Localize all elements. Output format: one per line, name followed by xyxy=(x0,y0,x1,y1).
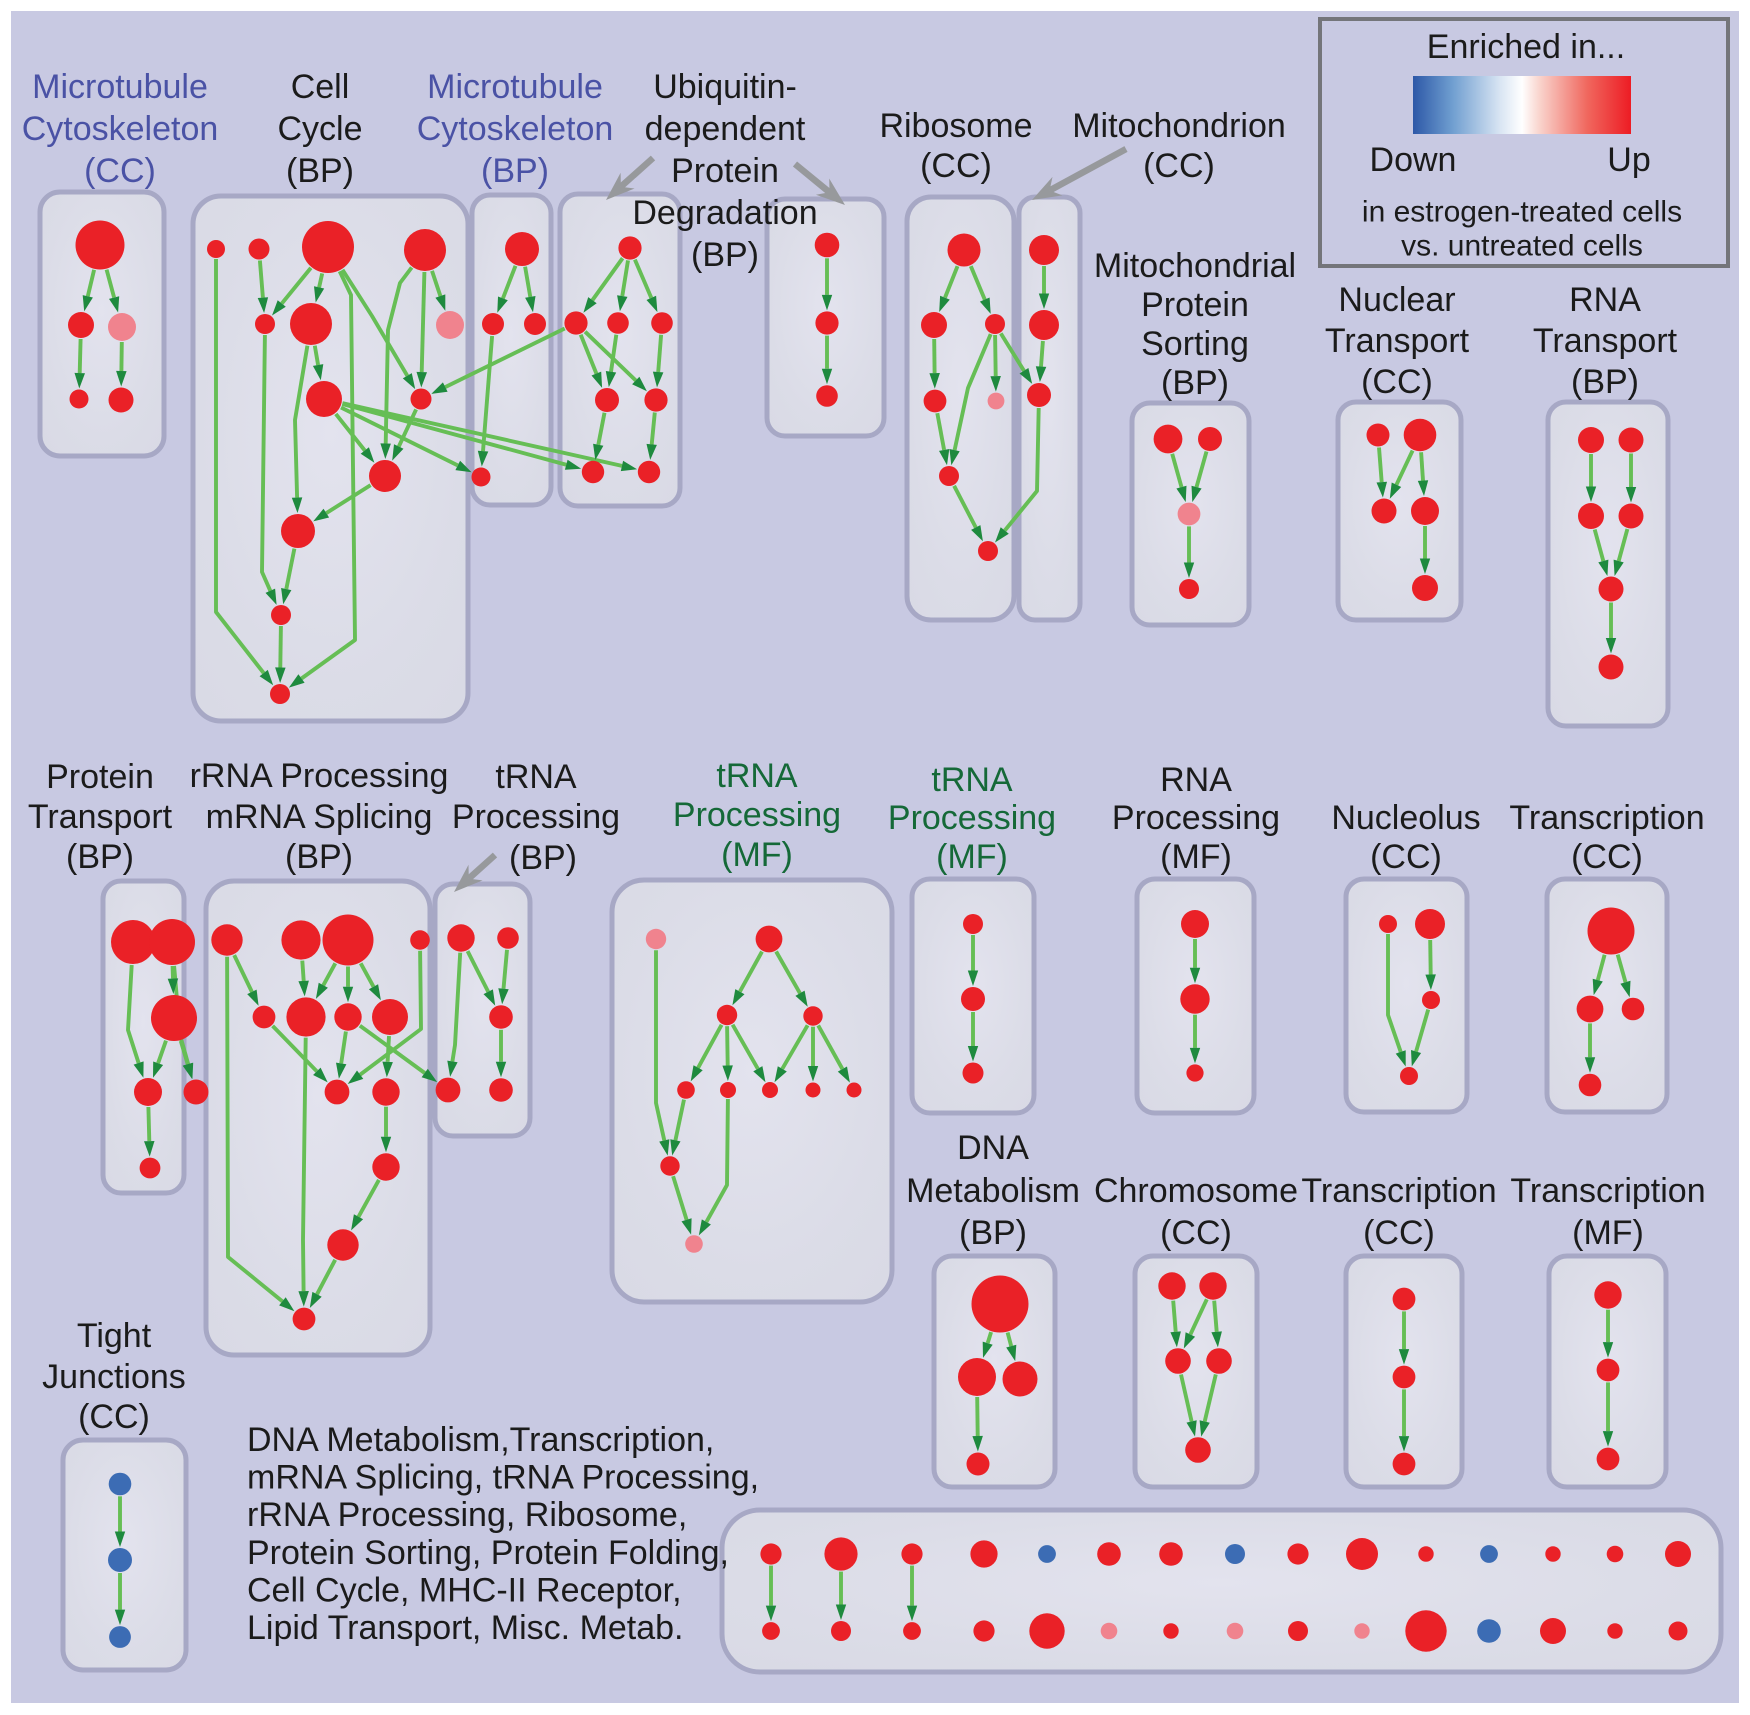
svg-text:tRNA: tRNA xyxy=(931,761,1013,799)
svg-text:(MF): (MF) xyxy=(936,838,1008,876)
svg-text:(BP): (BP) xyxy=(66,838,134,876)
svg-text:Tight: Tight xyxy=(77,1317,152,1355)
svg-text:in estrogen-treated cells: in estrogen-treated cells xyxy=(1362,196,1682,229)
svg-text:rRNA Processing, Ribosome,: rRNA Processing, Ribosome, xyxy=(247,1496,687,1534)
svg-text:(CC): (CC) xyxy=(1571,838,1643,876)
svg-text:(BP): (BP) xyxy=(1161,364,1229,402)
svg-text:(BP): (BP) xyxy=(959,1214,1027,1252)
svg-text:Metabolism: Metabolism xyxy=(906,1172,1080,1210)
svg-text:(BP): (BP) xyxy=(691,236,759,274)
svg-text:RNA: RNA xyxy=(1569,281,1641,319)
svg-text:(CC): (CC) xyxy=(1143,147,1215,185)
svg-text:Up: Up xyxy=(1607,141,1650,179)
svg-text:dependent: dependent xyxy=(645,110,806,148)
svg-text:(CC): (CC) xyxy=(1370,838,1442,876)
svg-text:Microtubule: Microtubule xyxy=(427,68,603,106)
svg-text:DNA: DNA xyxy=(957,1129,1029,1167)
svg-text:Cell Cycle, MHC-II Receptor,: Cell Cycle, MHC-II Receptor, xyxy=(247,1571,682,1609)
svg-text:(BP): (BP) xyxy=(285,838,353,876)
svg-text:Ribosome: Ribosome xyxy=(879,107,1032,145)
svg-text:(MF): (MF) xyxy=(1572,1214,1644,1252)
svg-text:(CC): (CC) xyxy=(1160,1214,1232,1252)
svg-text:Processing: Processing xyxy=(888,799,1056,837)
svg-text:Nuclear: Nuclear xyxy=(1338,281,1455,319)
svg-text:(CC): (CC) xyxy=(920,147,992,185)
svg-text:Protein Sorting, Protein Foldi: Protein Sorting, Protein Folding, xyxy=(247,1534,729,1572)
svg-text:Processing: Processing xyxy=(1112,799,1280,837)
svg-text:Transport: Transport xyxy=(28,798,173,836)
svg-text:tRNA: tRNA xyxy=(495,758,577,796)
svg-text:Degradation: Degradation xyxy=(632,194,817,232)
svg-text:Enriched in...: Enriched in... xyxy=(1427,28,1625,66)
svg-text:(CC): (CC) xyxy=(1361,363,1433,401)
svg-text:Junctions: Junctions xyxy=(42,1358,186,1396)
svg-text:Transcription: Transcription xyxy=(1509,799,1704,837)
svg-text:Ubiquitin-: Ubiquitin- xyxy=(653,68,797,106)
svg-text:Cell: Cell xyxy=(291,68,350,106)
svg-text:Nucleolus: Nucleolus xyxy=(1331,799,1480,837)
svg-text:Protein: Protein xyxy=(1141,286,1249,324)
svg-text:Lipid Transport, Misc. Metab.: Lipid Transport, Misc. Metab. xyxy=(247,1609,684,1647)
svg-text:Microtubule: Microtubule xyxy=(32,68,208,106)
svg-text:Down: Down xyxy=(1370,141,1457,179)
svg-text:Mitochondrion: Mitochondrion xyxy=(1072,107,1286,145)
svg-text:Chromosome: Chromosome xyxy=(1094,1172,1298,1210)
svg-text:RNA: RNA xyxy=(1160,761,1232,799)
svg-text:(BP): (BP) xyxy=(509,839,577,877)
svg-text:(CC): (CC) xyxy=(1363,1214,1435,1252)
svg-text:Transport: Transport xyxy=(1533,322,1678,360)
svg-text:Processing: Processing xyxy=(673,796,841,834)
svg-text:(BP): (BP) xyxy=(286,152,354,190)
svg-text:Processing: Processing xyxy=(452,798,620,836)
svg-text:Sorting: Sorting xyxy=(1141,325,1249,363)
svg-text:(CC): (CC) xyxy=(84,152,156,190)
svg-text:Protein: Protein xyxy=(46,758,154,796)
svg-text:Transport: Transport xyxy=(1325,322,1470,360)
svg-text:vs. untreated cells: vs. untreated cells xyxy=(1401,230,1643,263)
svg-text:(BP): (BP) xyxy=(481,152,549,190)
svg-text:Transcription: Transcription xyxy=(1510,1172,1705,1210)
svg-text:Cytoskeleton: Cytoskeleton xyxy=(22,110,219,148)
svg-text:mRNA Splicing: mRNA Splicing xyxy=(206,798,433,836)
svg-text:(MF): (MF) xyxy=(1160,838,1232,876)
svg-text:(CC): (CC) xyxy=(78,1398,150,1436)
svg-text:Cytoskeleton: Cytoskeleton xyxy=(417,110,614,148)
svg-text:(MF): (MF) xyxy=(721,836,793,874)
svg-text:(BP): (BP) xyxy=(1571,363,1639,401)
svg-text:mRNA Splicing, tRNA Processing: mRNA Splicing, tRNA Processing, xyxy=(247,1459,759,1497)
svg-text:DNA Metabolism,Transcription,: DNA Metabolism,Transcription, xyxy=(247,1421,714,1459)
svg-text:tRNA: tRNA xyxy=(716,757,798,795)
svg-text:Cycle: Cycle xyxy=(277,110,362,148)
svg-text:Transcription: Transcription xyxy=(1301,1172,1496,1210)
svg-text:Protein: Protein xyxy=(671,152,779,190)
svg-text:Mitochondrial: Mitochondrial xyxy=(1094,247,1296,285)
svg-text:rRNA Processing: rRNA Processing xyxy=(190,757,449,795)
